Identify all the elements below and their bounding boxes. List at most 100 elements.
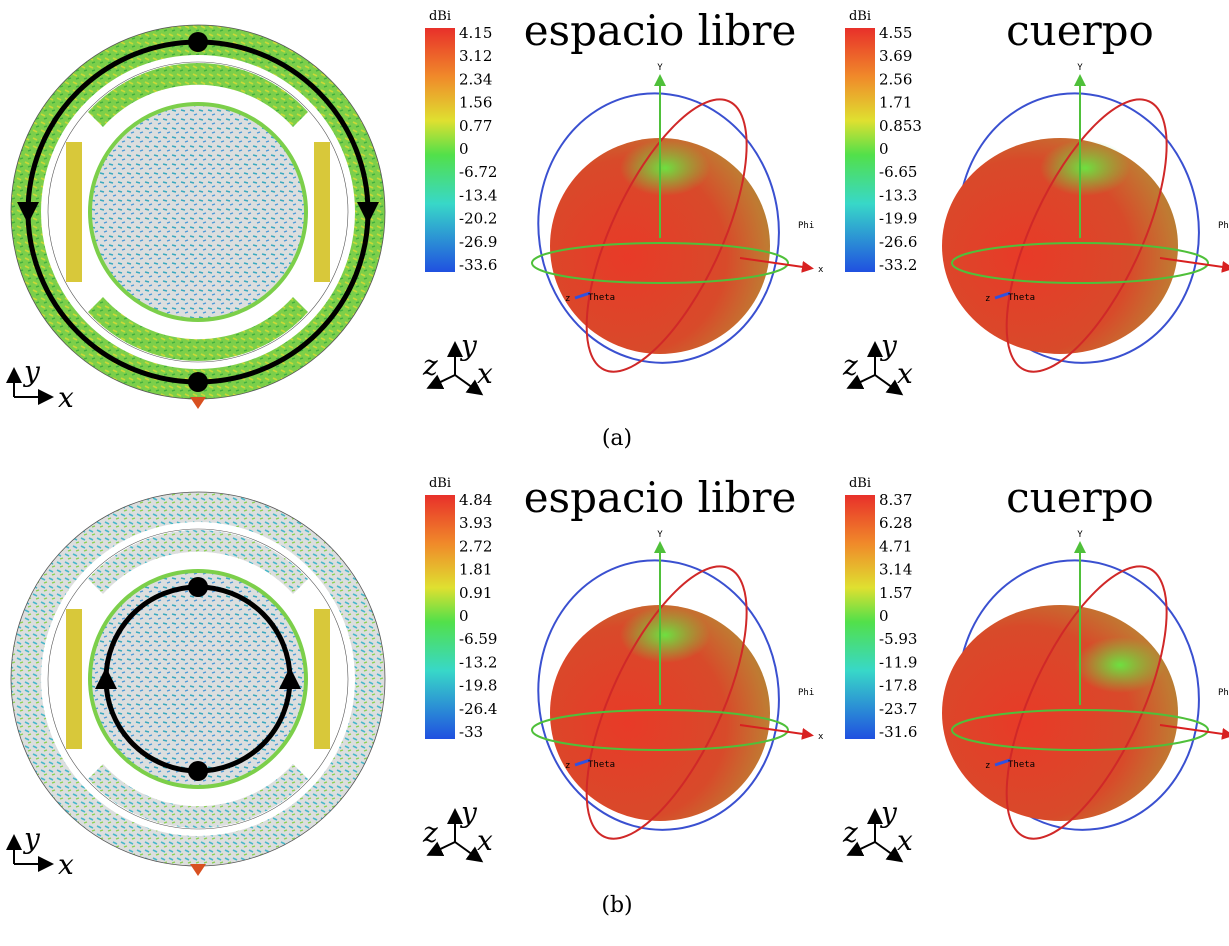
triad-label: x [477, 824, 493, 857]
axis-triad: zyx [422, 796, 493, 860]
colorbar-tick: 4.71 [879, 537, 912, 555]
colorbar-tick: 8.37 [879, 491, 912, 509]
radiation-pattern: dBi4.153.122.341.560.770-6.72-13.4-20.2-… [422, 6, 824, 393]
pattern-title: cuerpo [1006, 473, 1154, 522]
colorbar-tick: -13.4 [459, 186, 497, 204]
colorbar-unit: dBi [849, 476, 871, 491]
colorbar-tick: 0 [879, 607, 889, 625]
colorbar-tick: 1.71 [879, 94, 912, 112]
colorbar-tick: -26.4 [459, 700, 497, 718]
colorbar-unit: dBi [429, 476, 451, 491]
axis-label: x [58, 848, 74, 881]
triad-label: z [842, 816, 858, 849]
pattern-spot [620, 140, 710, 196]
feed [190, 397, 206, 409]
axis-triad: zyx [842, 329, 913, 393]
pattern-spot [620, 607, 710, 663]
loop-node [188, 577, 208, 597]
pattern-title: cuerpo [1006, 6, 1154, 55]
pattern-axis-label: Phi [798, 688, 814, 698]
pattern-axis-label: Y [1077, 63, 1083, 73]
colorbar-tick: 0 [459, 607, 469, 625]
pattern-title: espacio libre [524, 6, 797, 55]
colorbar-tick: -6.59 [459, 630, 497, 648]
colorbar-tick: 1.57 [879, 584, 912, 602]
pattern-axis-label: Phi [798, 221, 814, 231]
colorbar-tick: -13.2 [459, 653, 497, 671]
colorbar-tick: -33.2 [879, 256, 917, 274]
current-map: yx [11, 25, 385, 414]
triad-label: y [879, 796, 898, 829]
triad-label: x [897, 357, 913, 390]
colorbar-tick: 2.56 [879, 70, 912, 88]
colorbar-tick: -26.9 [459, 233, 497, 251]
colorbar-unit: dBi [849, 9, 871, 24]
colorbar-tick: 0.91 [459, 584, 492, 602]
colorbar-tick: 3.14 [879, 561, 912, 579]
pattern-axis-label: z [985, 761, 990, 771]
loop-node [188, 32, 208, 52]
figure: yxdBi4.153.122.341.560.770-6.72-13.4-20.… [0, 0, 1229, 946]
triad-label: z [842, 349, 858, 382]
colorbar-tick: -20.2 [459, 210, 497, 228]
pattern-axis-label: Theta [1008, 760, 1035, 770]
colorbar [425, 28, 455, 272]
colorbar-tick: 1.56 [459, 94, 492, 112]
colorbar-tick: -5.93 [879, 630, 917, 648]
colorbar-tick: -17.8 [879, 677, 917, 695]
colorbar-unit: dBi [429, 9, 451, 24]
colorbar-tick: 0.853 [879, 117, 922, 135]
colorbar-tick: 0.77 [459, 117, 492, 135]
colorbar-tick: 1.81 [459, 561, 492, 579]
caption: (a) [602, 426, 632, 451]
colorbar-tick: -26.6 [879, 233, 917, 251]
colorbar [845, 495, 875, 739]
triad-label: y [459, 329, 478, 362]
pattern-axis-label: Y [1077, 530, 1083, 540]
colorbar-tick: -19.9 [879, 210, 917, 228]
triad-label: z [422, 349, 438, 382]
axis-label: y [22, 355, 41, 388]
pattern-axis-label: Theta [1008, 293, 1035, 303]
axis-triad: zyx [422, 329, 493, 393]
colorbar-tick: 2.72 [459, 537, 492, 555]
pattern-axis-label: z [565, 294, 570, 304]
triad-label: x [897, 824, 913, 857]
pattern-axis-label: Y [657, 530, 663, 540]
colorbar-tick: -11.9 [879, 653, 917, 671]
colorbar-tick: -6.65 [879, 163, 917, 181]
pattern-title: espacio libre [524, 473, 797, 522]
pattern-axis-label: Y [657, 63, 663, 73]
colorbar-tick: 3.93 [459, 514, 492, 532]
colorbar [425, 495, 455, 739]
colorbar-tick: 3.12 [459, 47, 492, 65]
pattern-axis-label: z [565, 761, 570, 771]
pattern-axis-label: Phi [1218, 221, 1229, 231]
triad-label: y [879, 329, 898, 362]
colorbar [845, 28, 875, 272]
colorbar-tick: -13.3 [879, 186, 917, 204]
pattern-axis-label: Phi [1218, 688, 1229, 698]
side-strip [314, 142, 330, 282]
colorbar-tick: -6.72 [459, 163, 497, 181]
inner-disc [90, 104, 306, 320]
colorbar-tick: 6.28 [879, 514, 912, 532]
colorbar-tick: 0 [879, 140, 889, 158]
pattern-axis-label: x [818, 732, 824, 742]
pattern-axis-label: Theta [588, 760, 615, 770]
pattern-spot [1040, 140, 1130, 196]
axis-label: y [22, 822, 41, 855]
side-strip [66, 609, 82, 749]
loop-node [188, 761, 208, 781]
radiation-pattern: dBi 4.84 3.93 2.72 1.81 0.91 0 -6.59 -13.2 -19.8 -… [422, 473, 824, 860]
pattern-spot [1075, 637, 1165, 693]
axis-triad: zyx [842, 796, 913, 860]
colorbar-tick: -19.8 [459, 677, 497, 695]
colorbar-tick: 4.84 [459, 491, 492, 509]
side-strip [66, 142, 82, 282]
feed [190, 864, 206, 876]
radiation-pattern: dBi8.376.284.713.141.570-5.93-11.9-17.8-… [842, 473, 1229, 860]
pattern-axis-label: x [818, 265, 824, 275]
colorbar-tick: 2.34 [459, 70, 492, 88]
loop-node [188, 372, 208, 392]
